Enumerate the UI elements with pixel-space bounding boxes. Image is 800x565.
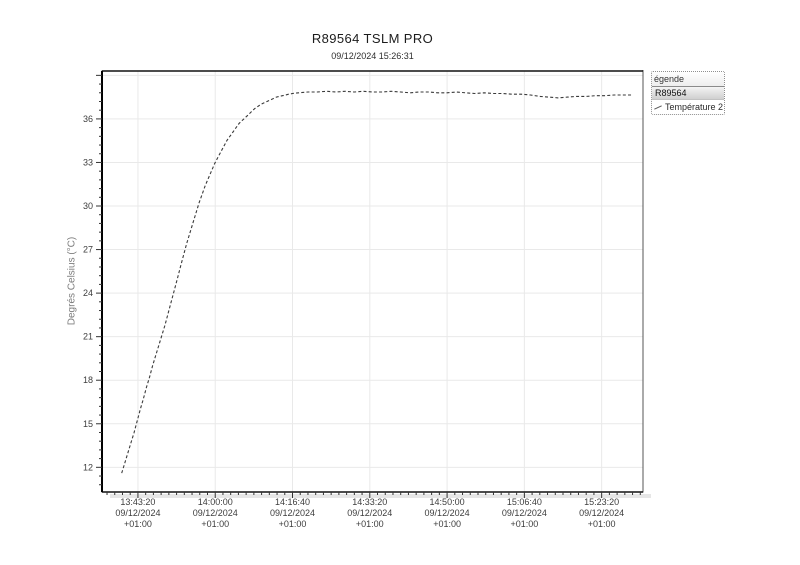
x-tick-label: 09/12/2024 [270, 508, 315, 518]
y-tick-label: 24 [83, 288, 93, 298]
y-tick-label: 33 [83, 157, 93, 167]
temperature-curve [121, 90, 633, 474]
chart-subtitle: 09/12/2024 15:26:31 [331, 51, 414, 61]
legend-channel-row[interactable]: Température 2 [652, 100, 724, 114]
legend-panel: égende R89564 Température 2 [651, 71, 725, 115]
y-tick-label: 27 [83, 245, 93, 255]
x-tick-label: +01:00 [201, 519, 229, 529]
x-tick-label: 09/12/2024 [347, 508, 392, 518]
x-tick-label: +01:00 [356, 519, 384, 529]
y-tick-label: 36 [83, 114, 93, 124]
x-tick-label: 09/12/2024 [425, 508, 470, 518]
x-tick-label: 09/12/2024 [193, 508, 238, 518]
x-tick-label: 09/12/2024 [502, 508, 547, 518]
x-tick-label: 14:00:00 [198, 497, 233, 507]
plot-frame [101, 70, 644, 493]
legend-device-row[interactable]: R89564 [652, 87, 724, 100]
x-tick-label: 15:06:40 [507, 497, 542, 507]
y-tick-label: 12 [83, 462, 93, 472]
y-tick-label: 30 [83, 201, 93, 211]
axis-shadow [110, 494, 651, 498]
x-tick-label: +01:00 [124, 519, 152, 529]
y-tick-label: 21 [83, 332, 93, 342]
x-tick-label: +01:00 [510, 519, 538, 529]
chart-title: R89564 TSLM PRO [311, 31, 434, 46]
legend-header: égende [652, 72, 724, 87]
line-sample-icon [654, 104, 662, 110]
x-tick-label: 15:23:20 [584, 497, 619, 507]
x-tick-label: +01:00 [279, 519, 307, 529]
x-tick-label: 09/12/2024 [579, 508, 624, 518]
y-tick-label: 18 [83, 375, 93, 385]
x-tick-label: 13:43:20 [120, 497, 155, 507]
x-tick-label: 09/12/2024 [115, 508, 160, 518]
y-tick-label: 15 [83, 419, 93, 429]
x-tick-label: 14:50:00 [430, 497, 465, 507]
x-tick-label: 14:16:40 [275, 497, 310, 507]
x-tick-label: +01:00 [433, 519, 461, 529]
legend-channel-label: Température 2 [665, 102, 724, 112]
x-tick-label: +01:00 [588, 519, 616, 529]
x-tick-label: 14:33:20 [352, 497, 387, 507]
